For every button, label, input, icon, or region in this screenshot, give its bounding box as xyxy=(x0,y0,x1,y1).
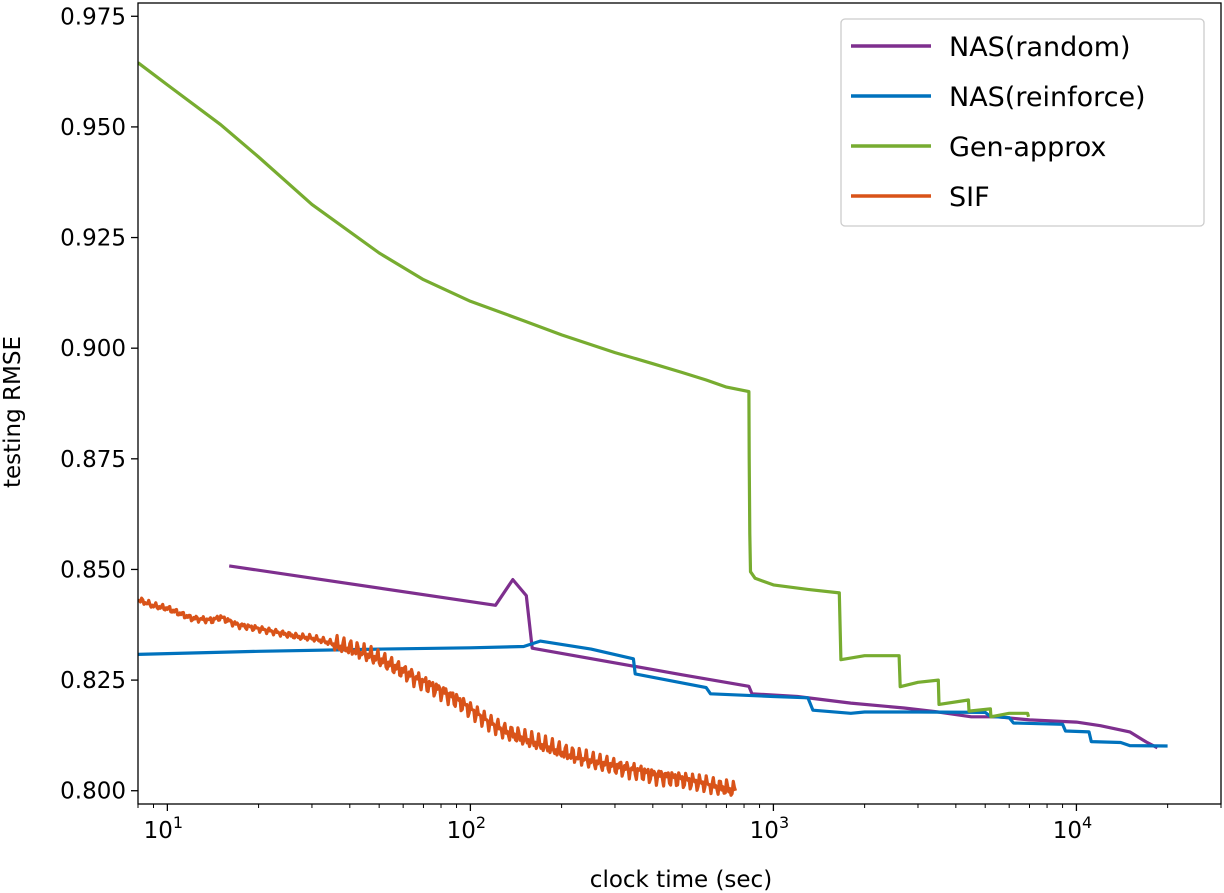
x-axis-label: clock time (sec) xyxy=(590,867,772,893)
y-tick-label: 0.975 xyxy=(60,4,126,30)
x-axis: 101 102 103 104 xyxy=(137,804,1222,844)
y-tick-label: 0.925 xyxy=(60,226,126,252)
legend: NAS(random) NAS(reinforce) Gen-approx SIF xyxy=(840,18,1205,227)
series-line xyxy=(138,596,738,797)
y-tick-label: 0.875 xyxy=(60,447,126,473)
x-tick-label: 104 xyxy=(1053,813,1092,844)
legend-label: NAS(random) xyxy=(949,32,1131,63)
series-line xyxy=(138,61,1031,719)
y-tick-label: 0.900 xyxy=(60,336,126,362)
series-line xyxy=(228,564,1159,750)
legend-items: NAS(random) NAS(reinforce) Gen-approx SIF xyxy=(851,32,1146,213)
legend-label: SIF xyxy=(949,182,990,213)
y-tick-label: 0.850 xyxy=(60,557,126,583)
legend-label: NAS(reinforce) xyxy=(949,82,1146,113)
plot-frame xyxy=(137,2,1222,805)
x-tick-label: 101 xyxy=(144,813,183,844)
x-tick-label: 103 xyxy=(750,813,789,844)
y-tick-label: 0.950 xyxy=(60,115,126,141)
series-line xyxy=(138,639,1168,748)
y-tick-label: 0.800 xyxy=(60,779,126,805)
series-layer xyxy=(138,61,1168,797)
y-axis-label: testing RMSE xyxy=(0,336,26,488)
legend-box xyxy=(840,18,1205,227)
legend-label: Gen-approx xyxy=(949,132,1106,163)
y-axis: 0.800 0.825 0.850 0.875 0.900 0.925 0.950 0.975 xyxy=(60,4,138,805)
x-tick-label: 102 xyxy=(447,813,486,844)
y-tick-label: 0.825 xyxy=(60,668,126,694)
